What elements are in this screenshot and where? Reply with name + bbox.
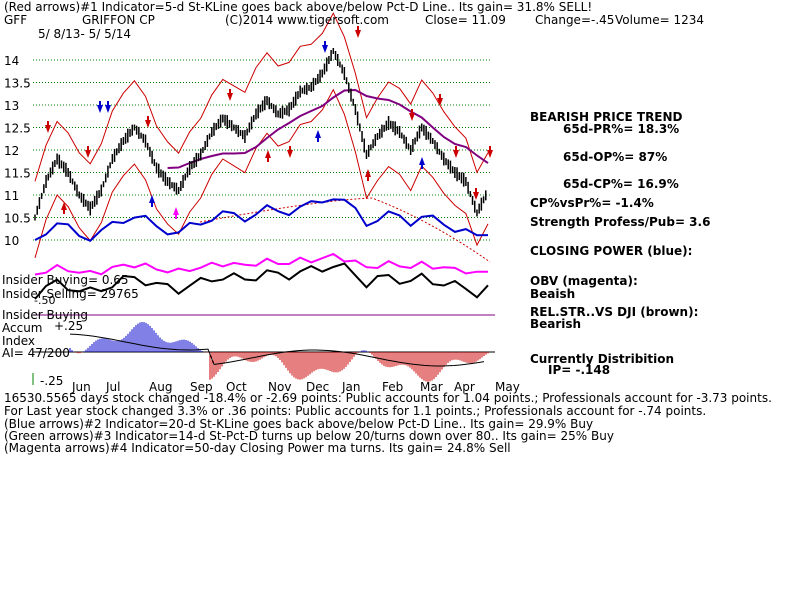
minus25-label: -.25 <box>40 374 64 388</box>
month-label: Jun <box>71 380 91 394</box>
insider-buying-label-2: Insider Buying <box>2 308 88 322</box>
strength-value: Strength Profess/Pub= 3.6 <box>530 215 711 229</box>
month-label: Nov <box>268 380 291 394</box>
trading-bands <box>34 12 491 263</box>
insider-selling-label: Insider Selling= 29765 <box>2 287 139 301</box>
moving-average <box>167 88 489 169</box>
relstr-value: Bearish <box>530 317 582 331</box>
month-label: Oct <box>226 380 247 394</box>
closing-power-label: CLOSING POWER (blue): <box>530 244 693 258</box>
y-tick-label: 11.5 <box>4 167 31 181</box>
closing-power-line <box>34 198 489 242</box>
month-label: Jul <box>105 380 120 394</box>
ai-value: AI= 47/200 <box>2 346 70 360</box>
y-tick-label: 10.5 <box>4 212 31 226</box>
month-label: Aug <box>149 380 172 394</box>
cpvspr-value: CP%vsPr%= -1.4% <box>530 196 654 210</box>
month-label: Mar <box>420 380 443 394</box>
pr-value: 65d-PR%= 18.3% <box>563 122 680 136</box>
y-tick-label: 12 <box>4 144 19 158</box>
cp-value: 65d-CP%= 16.9% <box>563 177 679 191</box>
upper-band <box>34 12 489 182</box>
op-value: 65d-OP%= 87% <box>563 150 668 164</box>
date-range: 5/ 8/13- 5/ 5/14 <box>38 27 132 41</box>
month-label: Sep <box>190 380 213 394</box>
price-axis-ticks: 14 13.5 13 12.5 12 11.5 11 10.5 10 <box>4 54 31 248</box>
indicator-1-description: (Red arrows)#1 Indicator=5-d St-KLine go… <box>4 0 593 14</box>
company-name: GRIFFON CP <box>82 13 155 27</box>
obv-value: Beaish <box>530 287 576 301</box>
lower-band <box>34 88 489 259</box>
y-tick-label: 13.5 <box>4 77 31 91</box>
price-change: Change=-.45 <box>535 13 615 27</box>
index-label: Index <box>2 334 36 348</box>
footer-line-1: 16530.5565 days stock changed -18.4% or … <box>4 391 772 405</box>
accum-label: Accum <box>2 321 43 335</box>
price-gridlines <box>33 59 490 241</box>
y-tick-label: 14 <box>4 54 19 68</box>
obv-label: OBV (magenta): <box>530 274 638 288</box>
month-label: Jan <box>341 380 361 394</box>
signal-arrows <box>45 26 493 219</box>
y-tick-label: 12.5 <box>4 122 31 136</box>
ticker-symbol: GFF <box>4 13 28 27</box>
month-label: May <box>495 380 520 394</box>
copyright: (C)2014 www.tigersoft.com <box>225 13 389 27</box>
footer-line-3: (Blue arrows)#2 Indicator=20-d St-KLine … <box>4 417 594 431</box>
minus50-label: -.50 <box>34 294 56 307</box>
price-bars <box>34 48 487 221</box>
footer-line-5: (Magenta arrows)#4 Indicator=50-day Clos… <box>4 441 511 455</box>
month-label: Feb <box>382 380 403 394</box>
month-axis: Jun Jul Aug Sep Oct Nov Dec Jan Feb Mar Apr May <box>32 373 520 394</box>
y-tick-label: 11 <box>4 189 19 203</box>
y-tick-label: 13 <box>4 99 19 113</box>
volume: Volume= 1234 <box>615 13 705 27</box>
close-price: Close= 11.09 <box>425 13 506 27</box>
indicator-lines <box>33 198 495 316</box>
footer-line-2: For Last year stock changed 3.3% or .36 … <box>4 404 707 418</box>
y-tick-label: 10 <box>4 234 19 248</box>
accum-index-histogram <box>33 322 495 382</box>
trend-line <box>199 197 491 263</box>
month-label: Apr <box>454 380 475 394</box>
plus25-label: +.25 <box>54 319 84 333</box>
accum-ma-line <box>69 333 485 367</box>
rel-strength-line <box>34 262 489 300</box>
relstr-label: REL.STR..VS DJI (brown): <box>530 305 699 319</box>
obv-line <box>34 252 488 276</box>
month-label: Dec <box>306 380 329 394</box>
footer-line-4: (Green arrows)#3 Indicator=14-d St-Pct-D… <box>4 429 614 443</box>
trend-title: BEARISH PRICE TREND <box>530 110 683 124</box>
insider-buying-label: Insider Buying= 0.65 <box>2 273 129 287</box>
ip-value: IP= -.148 <box>548 363 611 377</box>
distribution-label: Currently Distribition <box>530 352 675 366</box>
